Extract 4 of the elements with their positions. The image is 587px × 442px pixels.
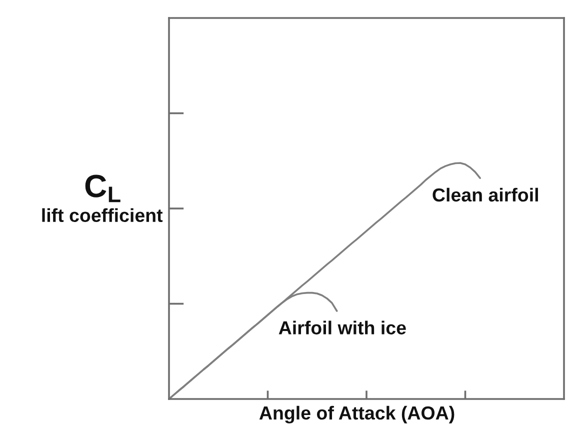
series-label: Clean airfoil (432, 188, 538, 202)
x-axis-title: Angle of Attack (AOA) (259, 406, 454, 424)
series-label: Airfoil with ice (278, 320, 406, 334)
text: C$_{L}$ lift coefficient (42, 174, 163, 222)
